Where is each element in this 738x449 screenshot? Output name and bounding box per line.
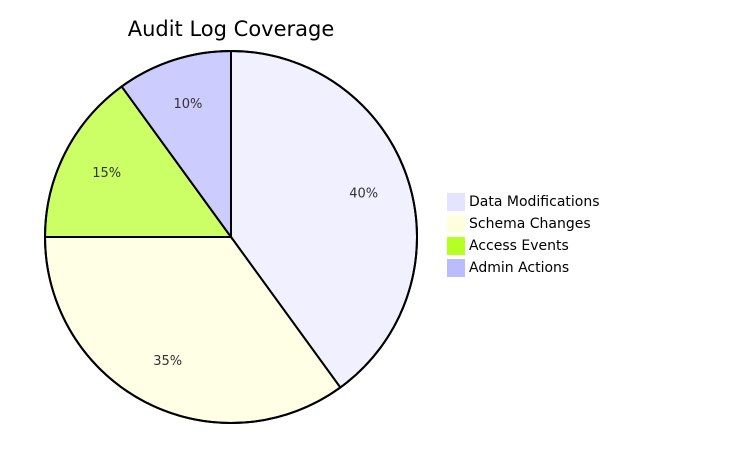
slice-label-schema-changes: 35% <box>153 354 182 369</box>
legend-swatch-schema-changes <box>447 215 465 233</box>
chart-title: Audit Log Coverage <box>128 17 335 41</box>
legend: Data Modifications Schema Changes Access E… <box>447 193 600 277</box>
slice-label-admin-actions: 10% <box>173 97 202 112</box>
legend-label-access-events: Access Events <box>469 238 569 254</box>
legend-swatch-data-modifications <box>447 193 465 211</box>
pie-outline <box>44 50 418 424</box>
slice-label-data-modifications: 40% <box>349 186 378 201</box>
slice-label-access-events: 15% <box>92 166 121 181</box>
pie-slice-labels: 40% 35% 15% 10% <box>92 97 378 369</box>
legend-swatch-access-events <box>447 237 465 255</box>
legend-swatch-admin-actions <box>447 259 465 277</box>
legend-label-schema-changes: Schema Changes <box>469 216 591 232</box>
legend-label-admin-actions: Admin Actions <box>469 260 569 276</box>
legend-label-data-modifications: Data Modifications <box>469 194 600 210</box>
pie-slices <box>43 49 418 424</box>
